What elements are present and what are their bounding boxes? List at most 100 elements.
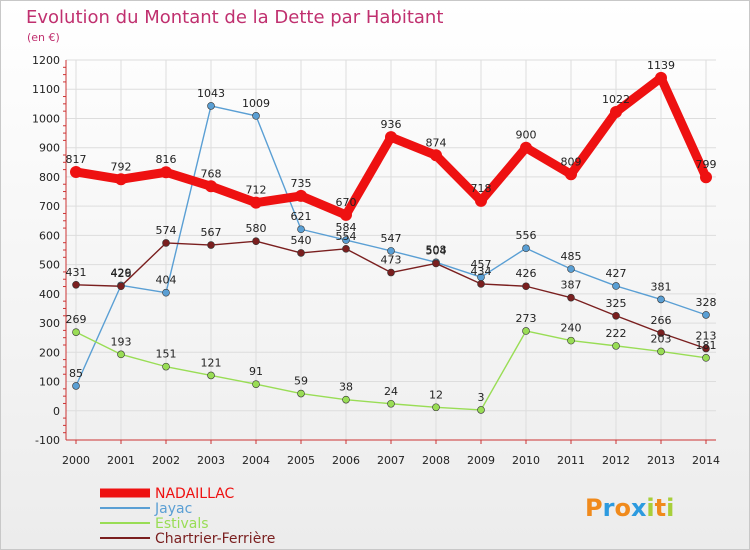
- data-label-chartrier-ferri-re: 426: [111, 267, 132, 280]
- data-label-nadaillac: 936: [381, 118, 402, 131]
- data-point-chartrier-ferri-re: [72, 280, 80, 289]
- data-label-estivals: 203: [651, 332, 672, 345]
- data-label-chartrier-ferri-re: 434: [471, 265, 492, 278]
- data-point-estivals: [522, 327, 530, 335]
- data-point-nadaillac: [115, 173, 127, 186]
- data-label-chartrier-ferri-re: 266: [651, 314, 672, 327]
- y-tick-label: 800: [39, 171, 60, 184]
- data-point-estivals: [252, 380, 260, 388]
- data-label-nadaillac: 900: [516, 129, 537, 142]
- data-label-chartrier-ferri-re: 580: [246, 222, 267, 235]
- x-tick-label: 2007: [377, 454, 405, 467]
- data-label-estivals: 91: [249, 365, 263, 378]
- data-point-nadaillac: [340, 208, 352, 221]
- data-point-jayac: [342, 236, 350, 244]
- data-label-jayac: 328: [696, 296, 717, 309]
- data-point-jayac: [252, 112, 260, 120]
- y-tick-label: 700: [39, 200, 60, 213]
- data-label-jayac: 584: [336, 221, 357, 234]
- data-label-chartrier-ferri-re: 554: [336, 230, 357, 243]
- data-label-nadaillac: 1139: [647, 59, 675, 72]
- data-label-nadaillac: 799: [696, 158, 717, 171]
- data-point-nadaillac: [160, 166, 172, 179]
- data-point-chartrier-ferri-re: [567, 293, 575, 302]
- data-label-jayac: 404: [156, 274, 177, 287]
- data-label-nadaillac: 1022: [602, 93, 630, 106]
- data-label-nadaillac: 874: [426, 136, 447, 149]
- data-point-chartrier-ferri-re: [162, 239, 170, 247]
- data-point-jayac: [297, 225, 305, 234]
- data-point-jayac: [522, 244, 530, 253]
- x-tick-label: 2013: [647, 454, 675, 467]
- x-tick-label: 2002: [152, 454, 180, 467]
- data-label-chartrier-ferri-re: 473: [381, 254, 402, 267]
- data-label-estivals: 240: [561, 322, 582, 335]
- data-label-jayac: 429: [111, 266, 132, 279]
- data-point-jayac: [72, 382, 80, 390]
- logo-letter: P: [585, 494, 603, 522]
- y-tick-label: 1000: [32, 112, 60, 125]
- data-point-jayac: [702, 311, 710, 319]
- data-point-nadaillac: [70, 165, 82, 178]
- data-label-chartrier-ferri-re: 540: [291, 234, 312, 247]
- data-label-nadaillac: 809: [561, 155, 582, 168]
- data-label-nadaillac: 816: [156, 153, 177, 166]
- data-point-estivals: [567, 336, 575, 345]
- chart-subtitle: (en €): [27, 31, 60, 44]
- proxiti-logo: Proxiti: [585, 494, 674, 522]
- data-label-estivals: 3: [478, 391, 485, 404]
- logo-letter: o: [614, 494, 631, 522]
- y-tick-label: 600: [39, 229, 60, 242]
- data-label-jayac: 1043: [197, 87, 225, 100]
- logo-letter: i: [666, 494, 674, 522]
- data-point-nadaillac: [565, 168, 577, 181]
- y-tick-label: 1100: [32, 83, 60, 96]
- data-label-jayac: 85: [69, 367, 83, 380]
- data-label-jayac: 485: [561, 250, 582, 263]
- data-label-estivals: 121: [201, 356, 222, 369]
- x-tick-label: 2005: [287, 454, 315, 467]
- x-tick-label: 2009: [467, 454, 495, 467]
- data-label-jayac: 547: [381, 232, 402, 245]
- logo-letter: x: [631, 494, 647, 522]
- data-point-nadaillac: [295, 189, 307, 202]
- data-point-chartrier-ferri-re: [297, 249, 305, 257]
- legend-label-estivals: Estivals: [155, 516, 209, 532]
- data-label-nadaillac: 670: [336, 196, 357, 209]
- data-point-chartrier-ferri-re: [522, 282, 530, 291]
- y-tick-label: 200: [39, 346, 60, 359]
- data-label-estivals: 273: [516, 312, 537, 325]
- logo-letter: t: [655, 494, 666, 522]
- data-point-estivals: [702, 354, 710, 362]
- data-label-chartrier-ferri-re: 426: [516, 267, 537, 280]
- data-point-chartrier-ferri-re: [387, 268, 395, 277]
- data-point-nadaillac: [610, 106, 622, 119]
- data-label-estivals: 193: [111, 335, 132, 348]
- x-tick-label: 2006: [332, 454, 360, 467]
- data-label-chartrier-ferri-re: 574: [156, 224, 177, 237]
- data-labels: 817 792 816 768 712 735 670 936 874 718 900 809 1022…: [66, 59, 717, 404]
- data-label-estivals: 12: [429, 388, 443, 401]
- y-tick-label: 900: [39, 142, 60, 155]
- data-label-estivals: 181: [696, 339, 717, 352]
- x-tick-label: 2001: [107, 454, 135, 467]
- y-tick-label: 300: [39, 317, 60, 330]
- data-point-jayac: [162, 288, 170, 297]
- data-label-estivals: 222: [606, 327, 627, 340]
- data-label-nadaillac: 817: [66, 153, 87, 166]
- data-label-chartrier-ferri-re: 213: [696, 330, 717, 343]
- chart-title: Evolution du Montant de la Dette par Hab…: [26, 7, 443, 28]
- data-point-chartrier-ferri-re: [117, 282, 125, 291]
- data-point-nadaillac: [700, 171, 712, 184]
- legend-label-nadaillac: NADAILLAC: [155, 486, 235, 502]
- logo-letter: r: [603, 494, 615, 522]
- data-point-chartrier-ferri-re: [432, 259, 440, 268]
- data-point-estivals: [207, 371, 215, 380]
- data-label-estivals: 38: [339, 381, 353, 394]
- data-label-jayac: 621: [291, 210, 312, 223]
- data-label-nadaillac: 768: [201, 167, 222, 180]
- data-label-jayac: 556: [516, 229, 537, 242]
- data-label-chartrier-ferri-re: 431: [66, 266, 87, 279]
